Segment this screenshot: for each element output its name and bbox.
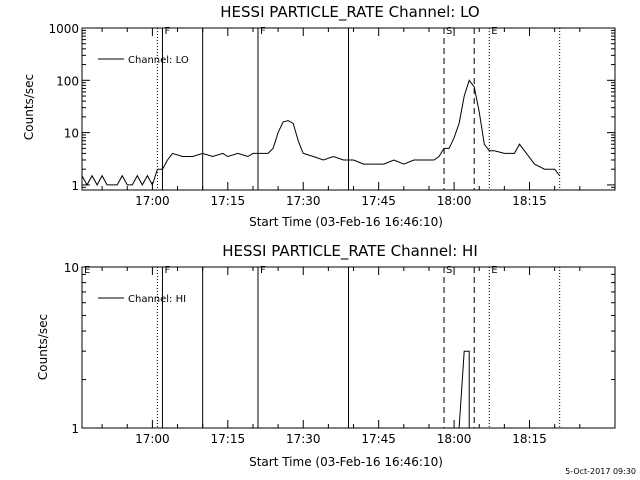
y-tick-label: 1000 [48,22,79,36]
event-label: E [491,265,497,276]
event-label: F [260,265,266,276]
y-tick-label: 1 [71,422,79,436]
x-tick-label: 18:00 [437,432,472,446]
x-tick-label: 18:15 [512,194,547,208]
chart-title: HESSI PARTICLE_RATE Channel: HI [222,242,478,261]
chart-title: HESSI PARTICLE_RATE Channel: LO [220,3,479,22]
x-tick-label: 18:15 [512,432,547,446]
x-tick-label: 18:00 [437,194,472,208]
series-line [458,350,470,429]
x-tick-label: 17:00 [135,194,170,208]
y-tick-label: 10 [64,127,79,141]
x-tick-label: 17:30 [286,432,321,446]
event-label: S [446,26,452,37]
y-tick-label: 1 [71,179,79,193]
y-tick-label: 10 [64,261,79,275]
x-tick-label: 17:45 [361,432,396,446]
x-tick-label: 17:30 [286,194,321,208]
legend-label: Channel: HI [128,294,186,305]
panel-lo: HESSI PARTICLE_RATE Channel: LO Start Ti… [22,3,616,229]
event-label: F [164,265,170,276]
legend-label: Channel: LO [128,55,189,66]
event-label: F [164,26,170,37]
x-axis-label: Start Time (03-Feb-16 16:46:10) [249,455,443,469]
event-label: E [491,26,497,37]
event-label: E [84,265,90,276]
x-axis-label: Start Time (03-Feb-16 16:46:10) [249,215,443,229]
x-tick-label: 17:15 [211,194,246,208]
x-tick-label: 17:45 [361,194,396,208]
panel-hi: HESSI PARTICLE_RATE Channel: HI Start Ti… [36,242,616,469]
event-label: F [260,26,266,37]
footer-timestamp: 5-Oct-2017 09:30 [565,467,636,476]
event-label: S [446,265,452,276]
y-axis-label: Counts/sec [36,314,50,380]
y-tick-label: 100 [56,74,79,88]
x-tick-label: 17:00 [135,432,170,446]
x-tick-label: 17:15 [211,432,246,446]
y-axis-label: Counts/sec [22,74,36,140]
series-line [81,79,561,187]
